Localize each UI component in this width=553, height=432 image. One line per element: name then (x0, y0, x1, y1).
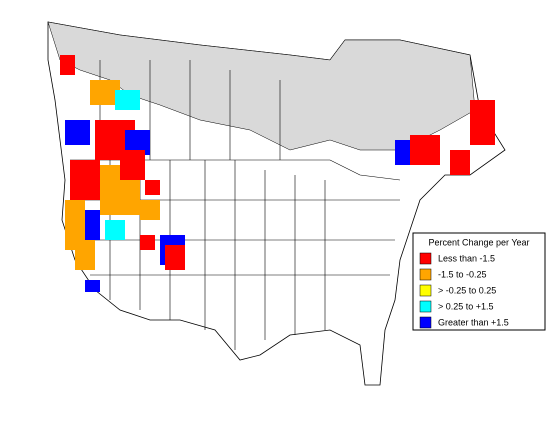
legend-swatch (419, 316, 432, 329)
boundaries (70, 60, 401, 350)
legend-label: > -0.25 to 0.25 (438, 285, 496, 295)
legend-swatch (419, 268, 432, 281)
legend-swatch (419, 284, 432, 297)
trend-cells (60, 55, 495, 292)
legend-box (412, 232, 546, 331)
legend: Percent Change per Year Less than -1.5 -1… (412, 232, 546, 331)
legend-swatch (419, 252, 432, 265)
legend-label: Less than -1.5 (438, 253, 495, 263)
legend-label: > 0.25 to +1.5 (438, 301, 494, 311)
legend-title: Percent Change per Year (428, 237, 529, 247)
legend-label: -1.5 to -0.25 (438, 269, 487, 279)
legend-label: Greater than +1.5 (438, 317, 509, 327)
legend-swatch (419, 300, 432, 313)
